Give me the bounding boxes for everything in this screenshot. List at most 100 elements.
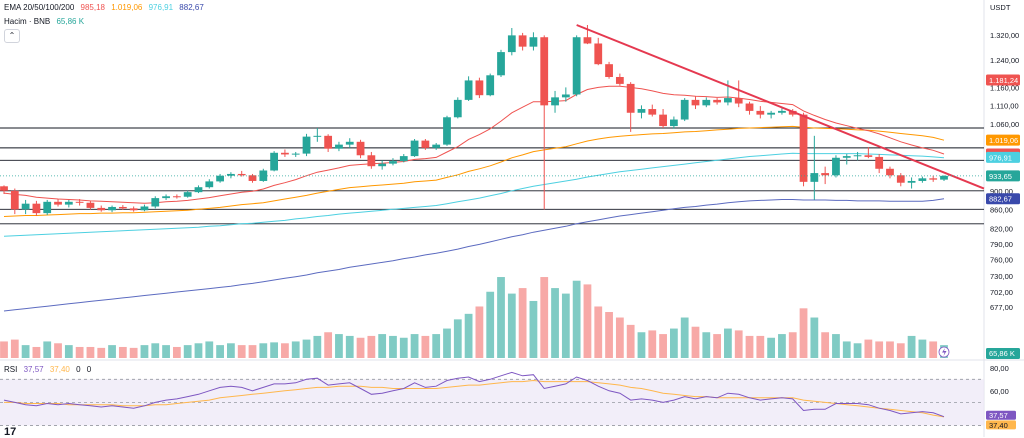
volume-bar <box>669 328 678 358</box>
candle-body <box>367 155 376 167</box>
candle-body <box>767 112 776 115</box>
volume-legend[interactable]: Hacim · BNB 65,86 K <box>4 17 88 26</box>
volume-bar <box>832 334 840 358</box>
volume-bar <box>572 280 581 358</box>
volume-bar <box>659 334 667 358</box>
candle-body <box>335 144 343 149</box>
candle-body <box>929 178 938 180</box>
candle-body <box>108 206 116 211</box>
price-tick-label: 677,00 <box>990 303 1013 312</box>
volume-bar <box>886 341 894 358</box>
candle-body <box>302 136 311 154</box>
volume-bar <box>648 330 657 358</box>
volume-bar <box>778 334 786 358</box>
volume-bar <box>259 343 268 358</box>
volume-bar <box>140 345 149 358</box>
candle-body <box>281 152 289 155</box>
candle-body <box>486 75 495 96</box>
candle-body <box>529 37 538 47</box>
candle-body <box>151 198 160 207</box>
price-badge-label: 976,91 <box>989 153 1012 162</box>
candle-body <box>443 117 451 145</box>
ema200-line <box>3 198 945 312</box>
candle-body <box>572 37 581 95</box>
ema200-value: 882,67 <box>179 3 204 12</box>
candle-body <box>324 135 333 149</box>
volume-bar <box>108 345 116 358</box>
rsi-tick-label: 60,00 <box>990 387 1009 396</box>
volume-bar <box>291 341 300 358</box>
volume-bar <box>734 330 743 358</box>
candle-body <box>615 76 624 84</box>
price-badge <box>986 134 1020 146</box>
candle-body <box>507 35 516 53</box>
rsi-value: 37,57 <box>23 365 44 374</box>
candle-body <box>702 99 711 106</box>
volume-bar <box>724 328 732 358</box>
ema20-value: 985,18 <box>80 3 105 12</box>
candle-body <box>561 94 570 98</box>
candle-body <box>864 155 873 157</box>
candle-body <box>724 98 732 103</box>
ema-legend[interactable]: EMA 20/50/100/200 985,18 1.019,06 976,91… <box>4 3 208 12</box>
candle-body <box>410 140 419 157</box>
candle-body <box>896 175 905 183</box>
price-tick-label: 702,00 <box>990 288 1013 297</box>
volume-bar <box>43 341 52 358</box>
volume-bar <box>691 326 700 358</box>
candle-body <box>118 206 127 209</box>
collapse-legend-button[interactable]: ⌃ <box>4 29 20 43</box>
volume-bar <box>216 345 224 358</box>
volume-bar <box>713 334 721 358</box>
volume-bar <box>702 332 711 358</box>
volume-bar <box>324 332 333 358</box>
volume-bar <box>896 343 905 358</box>
candle-body <box>270 152 279 171</box>
candle-body <box>432 144 441 148</box>
candle-body <box>464 80 473 100</box>
candle-body <box>75 201 84 203</box>
candle-body <box>810 173 819 182</box>
volume-bar <box>86 346 95 358</box>
candle-body <box>389 161 397 164</box>
volume-legend-label: Hacim · BNB <box>4 17 51 26</box>
price-tick-label: 860,00 <box>990 205 1013 214</box>
price-tick-label: 1.060,00 <box>990 120 1019 129</box>
price-tick-label: 1.240,00 <box>990 56 1019 65</box>
volume-bar <box>302 339 311 358</box>
candle-body <box>713 99 721 103</box>
rsi-line <box>3 371 945 418</box>
volume-bar <box>335 334 343 358</box>
price-tick-label: 1.160,00 <box>990 83 1019 92</box>
candle-body <box>518 35 527 47</box>
volume-bar <box>313 335 322 358</box>
candle-body <box>626 83 635 113</box>
candle-body <box>540 37 549 106</box>
price-tick-label: 790,00 <box>990 240 1013 249</box>
volume-bar <box>172 346 181 358</box>
volume-bar <box>367 335 376 358</box>
candle-body <box>497 52 505 76</box>
volume-bar <box>842 341 851 358</box>
candle-body <box>205 181 214 188</box>
rsi-legend[interactable]: RSI 37,57 37,40 0 0 <box>4 365 95 374</box>
ema50-line <box>3 125 945 217</box>
candle-body <box>583 37 592 44</box>
tradingview-logo: 17 <box>4 426 17 438</box>
candle-body <box>842 156 851 158</box>
candle-body <box>21 203 30 210</box>
volume-bar <box>864 339 873 358</box>
rsi-tick-label: 80,00 <box>990 364 1009 373</box>
volume-bar <box>399 337 408 358</box>
candle-body <box>648 109 657 115</box>
volume-bar <box>118 346 127 358</box>
volume-bar <box>194 343 203 358</box>
volume-bar <box>637 332 646 358</box>
candle-body <box>453 99 462 118</box>
volume-bar <box>237 345 246 358</box>
candle-body <box>691 99 700 106</box>
volume-bar <box>853 343 862 358</box>
volume-bar <box>389 335 397 358</box>
candle-body <box>345 141 354 145</box>
